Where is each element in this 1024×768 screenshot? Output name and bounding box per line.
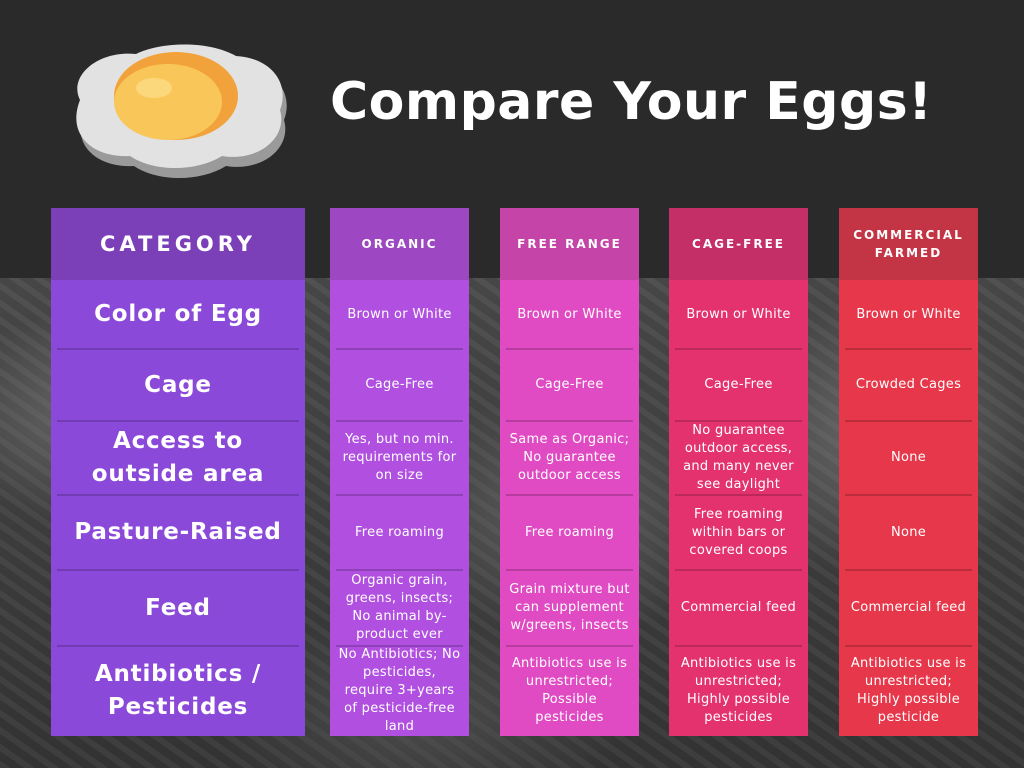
- row-divider: [845, 494, 972, 496]
- cell-category-6: Antibiotics / Pesticides: [94, 661, 262, 720]
- cell-free-range-1: Brown or White: [517, 306, 622, 322]
- cell-category-1: Color of Egg: [94, 301, 262, 327]
- column-free-range: FREE RANGE Brown or White Cage-Free Same as…: [500, 208, 639, 736]
- cell-category-2: Cage: [144, 371, 212, 398]
- cell-free-range-2: Cage-Free: [535, 377, 604, 392]
- cell-category-5: Feed: [145, 594, 211, 621]
- cell-organic-1: Brown or White: [347, 306, 452, 322]
- row-divider: [675, 348, 802, 350]
- row-divider: [336, 569, 463, 571]
- row-divider: [675, 494, 802, 496]
- cell-cage-free-6: Antibiotics use is unrestricted; Highly …: [680, 656, 797, 725]
- cell-organic-4: Free roaming: [354, 524, 445, 540]
- column-organic: ORGANIC Brown or White Cage-Free Yes, but n…: [330, 208, 469, 736]
- cell-commercial-5: Commercial feed: [850, 600, 967, 615]
- row-divider: [845, 645, 972, 647]
- cell-cage-free-1: Brown or White: [686, 306, 791, 322]
- cell-commercial-2: Crowded Cages: [855, 377, 962, 392]
- cell-commercial-4: None: [890, 524, 927, 540]
- cell-cage-free-4: Free roaming within bars or covered coop…: [689, 506, 788, 558]
- fried-egg-icon: [76, 44, 287, 178]
- cell-organic-3: Yes, but no min. requirements for on siz…: [342, 432, 457, 483]
- column-header-organic: ORGANIC: [330, 208, 469, 280]
- row-divider: [845, 569, 972, 571]
- cell-free-range-5: Grain mixture but can supplement w/green…: [509, 582, 630, 633]
- column-header-cage-free: CAGE-FREE: [669, 208, 808, 280]
- row-divider: [336, 420, 463, 422]
- row-divider: [336, 645, 463, 647]
- row-divider: [57, 569, 299, 571]
- row-divider: [675, 420, 802, 422]
- cell-commercial-6: Antibiotics use is unrestricted; Highly …: [850, 656, 967, 725]
- row-divider: [57, 494, 299, 496]
- row-divider: [675, 645, 802, 647]
- cell-free-range-6: Antibiotics use is unrestricted; Possibl…: [511, 656, 628, 725]
- row-divider: [57, 348, 299, 350]
- cell-free-range-4: Free roaming: [524, 524, 615, 540]
- column-category: CATEGORY Color of Egg Cage Access to outsid…: [51, 208, 305, 736]
- cell-cage-free-5: Commercial feed: [680, 600, 797, 615]
- cell-organic-2: Cage-Free: [365, 377, 434, 392]
- cell-organic-5: Organic grain, greens, insects; No anima…: [345, 573, 454, 642]
- column-header-commercial: COMMERCIAL FARMED: [839, 208, 978, 280]
- cell-category-4: Pasture-Raised: [74, 519, 282, 545]
- cell-category-3: Access to outside area: [91, 428, 265, 487]
- row-divider: [506, 494, 633, 496]
- row-divider: [336, 348, 463, 350]
- cell-commercial-1: Brown or White: [856, 306, 961, 322]
- row-divider: [57, 420, 299, 422]
- row-divider: [336, 494, 463, 496]
- column-header-free-range: FREE RANGE: [500, 208, 639, 280]
- cell-free-range-3: Same as Organic; No guarantee outdoor ac…: [509, 432, 630, 483]
- row-divider: [506, 348, 633, 350]
- row-divider: [675, 569, 802, 571]
- column-commercial: COMMERCIAL FARMED Brown or White Crowded C…: [839, 208, 978, 736]
- column-header-category: CATEGORY: [51, 208, 305, 280]
- row-divider: [57, 645, 299, 647]
- cell-organic-6: No Antibiotics; No pesticides, require 3…: [338, 647, 461, 734]
- cell-cage-free-3: No guarantee outdoor access, and many ne…: [683, 423, 794, 492]
- row-divider: [845, 348, 972, 350]
- page-title: Compare Your Eggs!: [330, 72, 933, 132]
- row-divider: [506, 420, 633, 422]
- column-cage-free: CAGE-FREE Brown or White Cage-Free No guara…: [669, 208, 808, 736]
- cell-commercial-3: None: [890, 450, 927, 465]
- cell-cage-free-2: Cage-Free: [704, 377, 773, 392]
- row-divider: [845, 420, 972, 422]
- row-divider: [506, 569, 633, 571]
- row-divider: [506, 645, 633, 647]
